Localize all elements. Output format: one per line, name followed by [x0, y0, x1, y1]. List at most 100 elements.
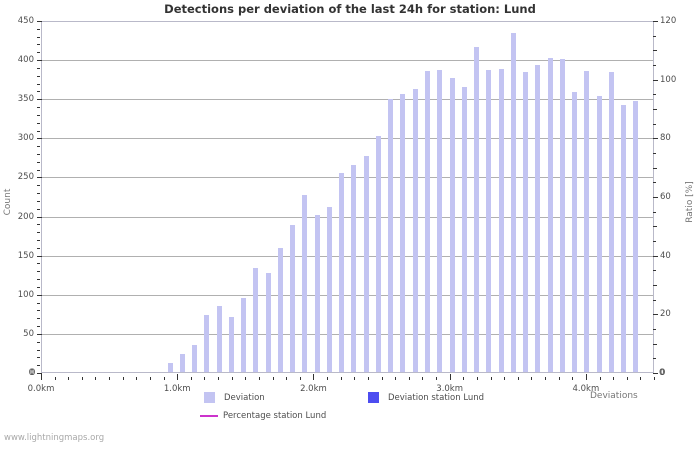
y-axis-left-tick: [37, 185, 40, 187]
legend-line-percentage-station-icon: [200, 415, 218, 417]
y-axis-left-tick-label: 400: [17, 55, 34, 66]
y-axis-right-tick: [653, 153, 656, 154]
y-axis-left-tick: [37, 146, 40, 148]
x-axis-tick: [204, 377, 206, 380]
x-axis-tick: [626, 377, 628, 380]
y-axis-right-tick: [653, 79, 658, 81]
x-axis-tick: [463, 377, 465, 380]
y-axis-right-tick: [653, 329, 656, 330]
y-axis-left-tick: [37, 357, 40, 359]
x-axis-tick: [585, 374, 587, 380]
legend-item-percentage-station[interactable]: Percentage station Lund: [200, 411, 326, 421]
y-axis-right-tick: [653, 270, 656, 272]
x-axis-tick-label: 1.0km: [163, 384, 191, 394]
y-axis-left-tick: [37, 99, 42, 101]
legend-item-deviation[interactable]: Deviation: [204, 392, 265, 403]
bar: [204, 314, 210, 372]
x-axis-tick: [640, 377, 642, 380]
bar: [400, 94, 406, 372]
legend-label-deviation-station: Deviation station Lund: [388, 392, 485, 403]
y-axis-right-tick: [653, 226, 657, 228]
bar: [474, 46, 480, 372]
x-axis-tick: [68, 377, 70, 380]
y-axis-right-tick: [653, 373, 658, 374]
y-axis-left-tick: [37, 21, 42, 22]
y-axis-left-tick: [37, 302, 40, 304]
y-axis-left-tick: [37, 193, 40, 195]
bar: [216, 305, 222, 372]
legend-item-deviation-station[interactable]: Deviation station Lund: [368, 392, 484, 403]
x-axis-tick: [41, 374, 42, 380]
y-axis-right-tick: [653, 182, 656, 184]
x-axis-tick: [436, 377, 438, 380]
y-axis-left-tick-label: 250: [17, 172, 34, 183]
y-axis-left-tick: [37, 91, 40, 93]
y-axis-right-tick: [653, 358, 656, 360]
y-axis-right-tick: [653, 50, 657, 52]
y-axis-left-tick: [37, 177, 42, 179]
x-axis-tick: [163, 377, 165, 380]
y-axis-left-tick: [37, 349, 40, 351]
x-axis-tick: [545, 377, 547, 380]
x-axis-tick: [245, 377, 247, 380]
bar: [523, 71, 529, 372]
y-axis-left-tick: [37, 28, 40, 30]
bar: [584, 70, 590, 372]
y-axis-left-tick: [37, 341, 40, 343]
y-axis-right-tick: [653, 21, 658, 22]
y-axis-left-tick: [37, 138, 42, 140]
y-axis-right-tick: [653, 35, 656, 37]
bar: [510, 33, 516, 372]
y-axis-left-tick: [37, 294, 42, 296]
bar: [559, 59, 565, 372]
y-axis-left-tick: [37, 247, 40, 249]
x-axis-tick: [354, 377, 356, 380]
x-axis-tick: [258, 377, 260, 380]
x-axis-tick-label: 2.0km: [300, 384, 327, 394]
bar: [277, 248, 283, 372]
y-axis-left-tick: [37, 107, 40, 109]
y-axis-left-tick-label: 50: [23, 328, 34, 339]
x-axis-tick: [177, 374, 179, 380]
x-axis-zero-left: 0: [30, 368, 36, 378]
y-axis-right-tick-label: 20: [660, 309, 671, 320]
y-axis-left-tick: [37, 52, 40, 54]
x-axis-tick: [313, 374, 315, 380]
x-axis-title: Deviations: [590, 391, 638, 401]
y-axis-left-tick: [37, 122, 40, 124]
bar: [572, 91, 578, 372]
bar: [437, 70, 443, 372]
bar: [179, 354, 185, 372]
y-axis-right-tick-label: 120: [660, 16, 677, 26]
bar: [314, 214, 320, 372]
y-axis-right-tick-label: 80: [660, 133, 671, 144]
y-axis-right-tick: [653, 109, 657, 110]
x-axis-tick: [395, 377, 397, 380]
x-axis-tick: [109, 377, 111, 380]
y-axis-right-tick-label: 100: [660, 74, 677, 85]
x-axis-tick: [654, 377, 655, 380]
x-axis-tick: [558, 377, 560, 380]
y-axis-right-tick: [653, 197, 658, 198]
x-axis-tick: [231, 377, 233, 380]
y-axis-left-tick: [37, 153, 40, 155]
y-axis-left-tick: [37, 200, 40, 202]
y-axis-left-tick: [37, 286, 40, 288]
y-axis-left-tick: [37, 326, 40, 328]
y-axis-left-tick: [37, 279, 40, 281]
x-axis-tick: [531, 377, 533, 380]
x-axis-tick: [81, 377, 83, 380]
y-axis-right-labels: 0 20 40 60 80 100 120: [653, 0, 688, 450]
x-axis-tick-label: 0.0km: [27, 384, 55, 394]
x-axis-tick: [299, 377, 301, 380]
y-axis-left-tick: [37, 130, 40, 132]
legend-swatch-deviation-station-icon: [368, 392, 379, 403]
y-axis-left-tick: [37, 271, 40, 273]
bar: [302, 195, 308, 372]
x-axis-tick: [54, 377, 56, 380]
y-axis-left-tick: [37, 83, 40, 85]
bar: [290, 224, 296, 372]
y-axis-right-tick: [653, 138, 658, 140]
gridline: [42, 294, 653, 296]
legend-label-deviation: Deviation: [224, 392, 265, 403]
